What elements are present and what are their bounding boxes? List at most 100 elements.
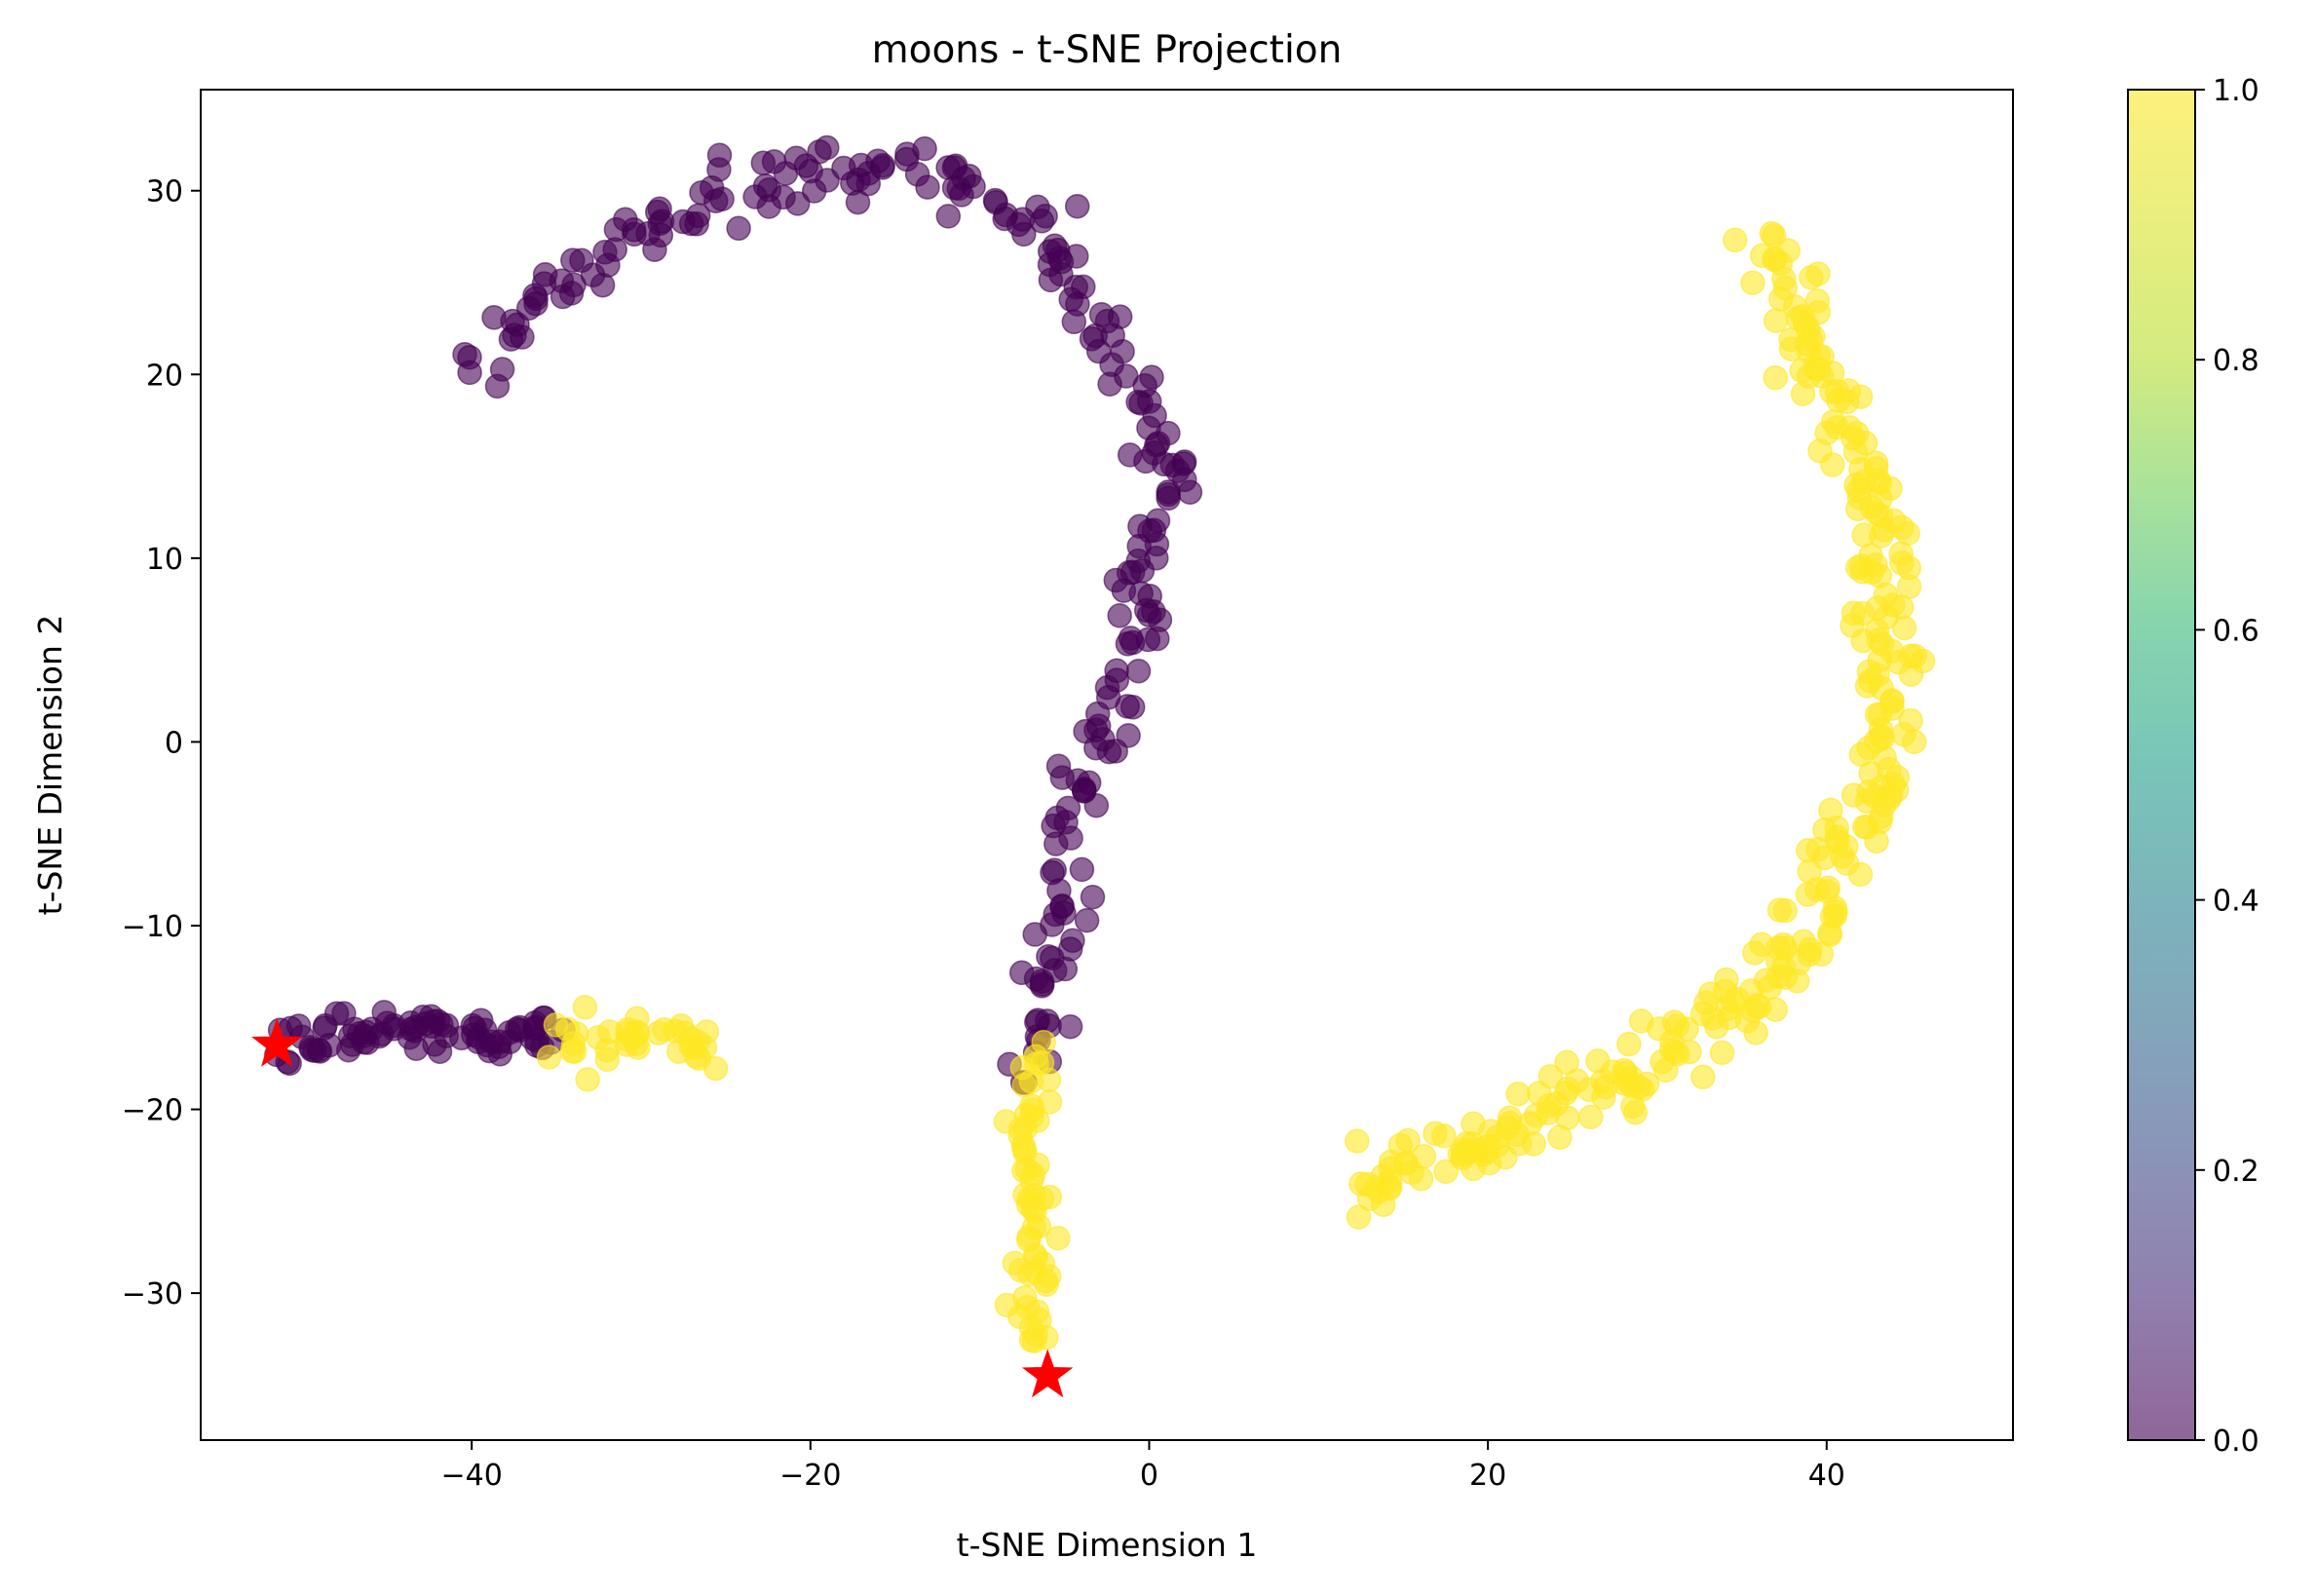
scatter-point (1868, 503, 1894, 529)
scatter-point (613, 207, 638, 232)
scatter-point (1505, 1081, 1531, 1107)
scatter-point (1036, 943, 1061, 969)
scatter-point (368, 1021, 395, 1047)
highlight-star-marker (1021, 1349, 1074, 1398)
scatter-point (1064, 193, 1090, 219)
scatter-point (575, 1067, 600, 1092)
scatter-point (507, 1014, 533, 1041)
scatter-point (870, 153, 895, 178)
y-tick-label: 0 (165, 726, 183, 760)
scatter-point (1709, 1040, 1735, 1066)
y-tick-label: 10 (146, 543, 183, 577)
scatter-point (1461, 1111, 1486, 1137)
scatter-point (1763, 308, 1789, 333)
scatter-point (1045, 1225, 1071, 1251)
scatter-point (706, 142, 733, 169)
highlight-markers (251, 1018, 1074, 1398)
scatter-point (1431, 1123, 1457, 1149)
scatter-point (1770, 931, 1796, 958)
x-tick-label: −40 (440, 1459, 502, 1493)
scatter-point (1612, 1057, 1637, 1083)
x-tick-label: 40 (1808, 1459, 1845, 1493)
scatter-point (580, 262, 606, 287)
scatter-point (489, 357, 515, 382)
scatter-point (1790, 381, 1816, 406)
scatter-point (285, 1013, 312, 1039)
chart-title: moons - t-SNE Projection (872, 28, 1343, 72)
scatter-point (1854, 673, 1880, 699)
scatter-point (1125, 548, 1152, 574)
colorbar-tick-label: 0.0 (2213, 1425, 2259, 1459)
scatter-point (771, 184, 796, 210)
colorbar-tick-label: 0.6 (2213, 614, 2259, 648)
scatter-point (1822, 903, 1848, 929)
scatter-point (1021, 1215, 1047, 1240)
scatter-point (563, 1020, 589, 1046)
scatter-point (1846, 484, 1873, 511)
scatter-point (949, 182, 974, 208)
scatter-point (1577, 1104, 1604, 1130)
scatter-point (1044, 831, 1069, 856)
scatter-point (1038, 267, 1064, 293)
scatter-point (1128, 581, 1154, 606)
colorbar-tick-label: 0.4 (2213, 885, 2259, 919)
scatter-point (1740, 270, 1765, 295)
scatter-point (1346, 1204, 1372, 1230)
scatter-point (678, 1034, 704, 1060)
scatter-point (1006, 211, 1032, 238)
scatter-point (1864, 828, 1889, 855)
scatter-point (1152, 451, 1177, 477)
scatter-point (1433, 1159, 1459, 1185)
colorbar-tick-label: 0.8 (2213, 344, 2259, 378)
scatter-point (615, 1016, 640, 1043)
scatter-point (1715, 996, 1741, 1022)
scatter-point (1069, 856, 1095, 883)
scatter-point (1786, 950, 1812, 975)
scatter-point (1107, 304, 1133, 329)
scatter-point (1107, 603, 1132, 628)
scatter-point (1065, 291, 1090, 317)
scatter-point (1859, 559, 1884, 586)
scatter-point (1145, 626, 1170, 652)
scatter-point (1689, 1001, 1716, 1027)
scatter-point (1801, 323, 1826, 350)
scatter-point (1097, 371, 1122, 397)
scatter-point (1046, 246, 1073, 271)
scatter-point (1891, 615, 1917, 641)
scatter-point (1811, 845, 1838, 871)
scatter-point (1740, 998, 1765, 1023)
scatter-point (1804, 288, 1831, 314)
scatter-point (1834, 851, 1860, 876)
scatter-point (1052, 956, 1079, 982)
scatter-point (1889, 514, 1915, 540)
scatter-point (1083, 735, 1109, 761)
scatter-point (1080, 884, 1106, 910)
scatter-point (1071, 779, 1097, 804)
scatter-point (1547, 1124, 1573, 1151)
scatter-point (594, 1046, 621, 1073)
scatter-point (1145, 431, 1171, 456)
scatter-point (1554, 1049, 1579, 1076)
scatter-point (1034, 1324, 1059, 1350)
scatter-point (1537, 1063, 1563, 1089)
plot-frame (200, 89, 2014, 1441)
y-tick-label: 20 (146, 359, 183, 393)
scatter-point (1896, 555, 1922, 581)
scatter-point (1011, 1072, 1038, 1098)
scatter-point (1049, 893, 1075, 920)
scatter-point (1591, 1084, 1616, 1110)
scatter-point (1345, 1128, 1370, 1154)
scatter-point (1901, 729, 1927, 755)
scatter-point (1017, 1261, 1044, 1287)
colorbar: 0.0 0.2 0.4 0.6 0.8 1.0 (2127, 74, 2259, 1459)
scatter-point (1023, 966, 1049, 992)
scatter-point (1616, 1031, 1642, 1057)
scatter-point (726, 215, 751, 242)
scatter-point (462, 1015, 487, 1041)
scatter-point (1772, 897, 1799, 924)
colorbar-frame (2127, 89, 2196, 1441)
scatter-point (1763, 364, 1788, 391)
scatter-point (1057, 1013, 1083, 1040)
x-tick-label: −20 (779, 1459, 841, 1493)
